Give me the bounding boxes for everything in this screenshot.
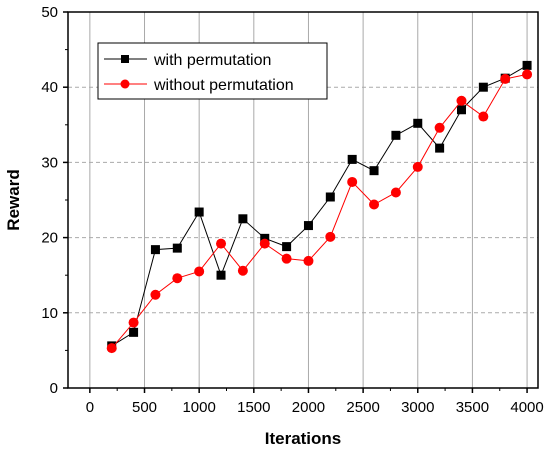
data-point-without-permutation (456, 95, 467, 106)
legend-marker-with-permutation (121, 55, 129, 63)
data-point-without-permutation (259, 238, 270, 249)
series-line-with-permutation (111, 64, 528, 347)
data-point-without-permutation (325, 231, 336, 242)
plot-frame (67, 11, 539, 389)
y-tick-label: 0 (50, 380, 58, 397)
legend-marker-without-permutation (120, 79, 130, 89)
data-point-with-permutation (238, 214, 248, 224)
data-point-without-permutation (347, 176, 358, 187)
x-tick-label: 3000 (401, 399, 434, 416)
axis-ticks: 0 500 1000 1500 2000 2500 3000 3500 4000 0 10 20 30 4… (41, 4, 543, 416)
legend-label-with-permutation: with permutation (153, 52, 271, 69)
legend: with permutation without permutation (97, 42, 328, 100)
data-point-without-permutation (216, 238, 227, 249)
y-axis-title: Reward (4, 169, 23, 230)
data-point-with-permutation (369, 166, 379, 176)
data-point-with-permutation (391, 130, 401, 140)
data-point-without-permutation (128, 317, 139, 328)
legend-label-without-permutation: without permutation (153, 77, 294, 94)
data-point-with-permutation (347, 154, 357, 164)
x-tick-label: 500 (132, 399, 157, 416)
data-point-with-permutation (260, 233, 270, 243)
data-point-with-permutation (282, 242, 292, 252)
data-point-without-permutation (478, 111, 489, 122)
x-tick-label: 2000 (292, 399, 325, 416)
data-point-without-permutation (237, 265, 248, 276)
data-point-with-permutation (129, 327, 139, 337)
y-tick-label: 40 (41, 79, 58, 96)
data-point-with-permutation (435, 143, 445, 153)
data-point-without-permutation (150, 289, 161, 300)
data-point-with-permutation (413, 118, 423, 128)
x-tick-label: 0 (86, 399, 94, 416)
data-point-without-permutation (500, 73, 511, 84)
data-point-with-permutation (216, 270, 226, 280)
x-tick-label: 3500 (456, 399, 489, 416)
data-point-without-permutation (303, 255, 314, 266)
series-layer (106, 60, 533, 354)
data-point-without-permutation (281, 253, 292, 264)
data-point-with-permutation (172, 243, 182, 253)
data-point-without-permutation (106, 343, 117, 354)
data-point-with-permutation (478, 82, 488, 92)
y-tick-label: 10 (41, 305, 58, 322)
data-point-without-permutation (434, 122, 445, 133)
data-point-without-permutation (522, 69, 533, 80)
data-point-without-permutation (369, 199, 380, 210)
data-point-without-permutation (390, 187, 401, 198)
data-point-without-permutation (412, 161, 423, 172)
data-point-with-permutation (325, 192, 335, 202)
y-tick-label: 50 (41, 4, 58, 21)
data-point-without-permutation (194, 266, 205, 277)
x-axis-title: Iterations (265, 429, 342, 448)
y-tick-label: 20 (41, 230, 58, 247)
x-tick-label: 1000 (182, 399, 215, 416)
data-point-with-permutation (303, 221, 313, 231)
x-tick-label: 4000 (510, 399, 543, 416)
x-tick-label: 2500 (346, 399, 379, 416)
legend-box (97, 42, 328, 100)
data-point-with-permutation (150, 245, 160, 255)
data-point-with-permutation (456, 105, 466, 115)
data-point-with-permutation (522, 60, 532, 70)
x-tick-label: 1500 (237, 399, 270, 416)
data-point-without-permutation (172, 273, 183, 284)
y-tick-label: 30 (41, 154, 58, 171)
data-point-with-permutation (194, 207, 204, 217)
